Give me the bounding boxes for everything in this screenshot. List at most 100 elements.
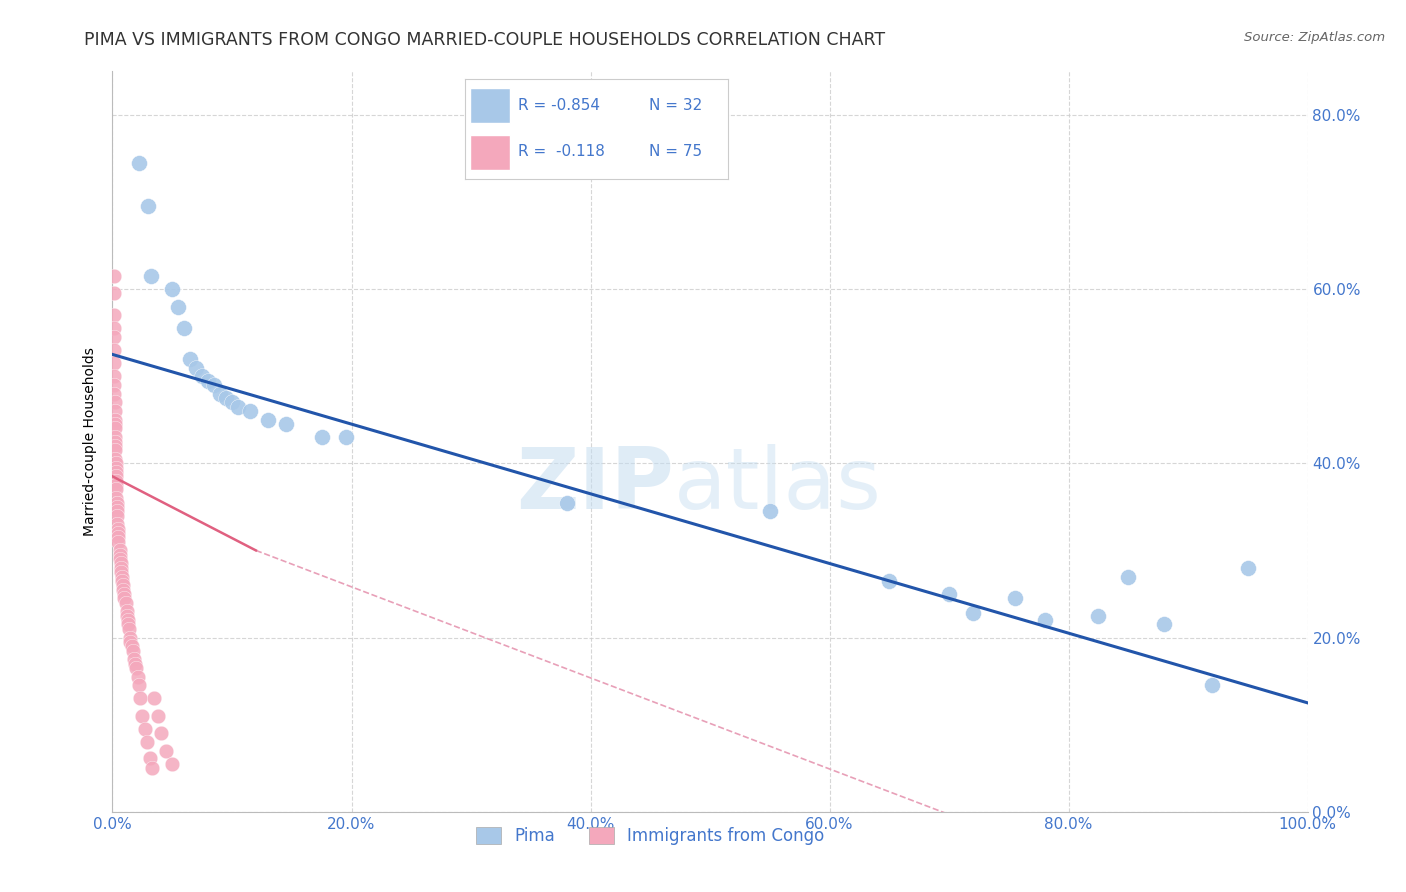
Point bbox=[879, 574, 901, 588]
Point bbox=[129, 691, 152, 706]
Point bbox=[111, 574, 134, 588]
Point bbox=[120, 635, 142, 649]
Point bbox=[335, 430, 357, 444]
Point bbox=[150, 726, 173, 740]
Point bbox=[118, 622, 141, 636]
Point bbox=[1118, 569, 1140, 583]
Point bbox=[104, 430, 127, 444]
Point bbox=[104, 417, 127, 431]
Point bbox=[105, 495, 128, 509]
Point bbox=[117, 613, 139, 627]
Point bbox=[134, 722, 156, 736]
Point bbox=[1201, 678, 1223, 692]
Point bbox=[202, 378, 225, 392]
Point bbox=[103, 386, 125, 401]
Point bbox=[143, 691, 166, 706]
Point bbox=[128, 678, 150, 692]
Point bbox=[103, 286, 125, 301]
Point bbox=[759, 504, 782, 518]
Point bbox=[104, 421, 127, 435]
Point bbox=[117, 617, 139, 632]
Point bbox=[215, 391, 238, 405]
Point bbox=[115, 604, 138, 618]
Point bbox=[105, 469, 128, 483]
Point bbox=[105, 460, 128, 475]
Point bbox=[105, 500, 128, 514]
Point bbox=[108, 548, 131, 562]
Point bbox=[162, 282, 183, 296]
Point bbox=[105, 504, 128, 518]
Point bbox=[191, 369, 214, 384]
Point bbox=[121, 639, 143, 653]
Point bbox=[112, 582, 135, 597]
Point bbox=[197, 374, 219, 388]
Point bbox=[103, 378, 125, 392]
Point bbox=[124, 657, 146, 671]
Point bbox=[938, 587, 960, 601]
Point bbox=[104, 395, 127, 409]
Point bbox=[105, 478, 128, 492]
Point bbox=[103, 330, 125, 344]
Point bbox=[311, 430, 333, 444]
Point bbox=[162, 756, 183, 771]
Legend: Pima, Immigrants from Congo: Pima, Immigrants from Congo bbox=[470, 820, 831, 852]
Point bbox=[111, 569, 134, 583]
Point bbox=[104, 434, 127, 449]
Point bbox=[962, 606, 984, 620]
Y-axis label: Married-couple Households: Married-couple Households bbox=[83, 347, 97, 536]
Point bbox=[104, 443, 127, 458]
Point bbox=[108, 552, 131, 566]
Point bbox=[105, 456, 128, 470]
Point bbox=[104, 452, 127, 467]
Text: atlas: atlas bbox=[675, 444, 882, 527]
Point bbox=[1004, 591, 1026, 606]
Point bbox=[107, 530, 129, 544]
Point bbox=[122, 652, 145, 666]
Point bbox=[209, 386, 232, 401]
Point bbox=[110, 565, 132, 579]
Point bbox=[110, 557, 132, 571]
Point bbox=[121, 643, 143, 657]
Point bbox=[186, 360, 208, 375]
Point bbox=[131, 709, 153, 723]
Point bbox=[120, 631, 142, 645]
Point bbox=[257, 413, 280, 427]
Point bbox=[105, 517, 128, 532]
Point bbox=[221, 395, 243, 409]
Point bbox=[1087, 608, 1109, 623]
Point bbox=[138, 750, 160, 764]
Point bbox=[555, 495, 578, 509]
Text: ZIP: ZIP bbox=[516, 444, 675, 527]
Point bbox=[127, 670, 149, 684]
Point bbox=[103, 268, 125, 283]
Point bbox=[105, 474, 128, 488]
Point bbox=[155, 744, 177, 758]
Point bbox=[103, 356, 125, 370]
Point bbox=[114, 591, 135, 606]
Point bbox=[105, 465, 128, 479]
Point bbox=[167, 300, 190, 314]
Point bbox=[105, 508, 128, 523]
Point bbox=[114, 587, 135, 601]
Point bbox=[107, 526, 129, 541]
Point bbox=[179, 351, 201, 366]
Point bbox=[136, 735, 159, 749]
Point bbox=[112, 578, 135, 592]
Point bbox=[125, 661, 148, 675]
Point bbox=[1237, 561, 1260, 575]
Point bbox=[108, 543, 131, 558]
Point bbox=[104, 439, 127, 453]
Point bbox=[105, 491, 128, 505]
Point bbox=[103, 369, 125, 384]
Point bbox=[104, 404, 127, 418]
Point bbox=[1033, 613, 1056, 627]
Point bbox=[239, 404, 262, 418]
Point bbox=[103, 343, 125, 357]
Point bbox=[107, 522, 129, 536]
Point bbox=[226, 400, 249, 414]
Point bbox=[141, 761, 163, 775]
Point bbox=[146, 709, 169, 723]
Point bbox=[1153, 617, 1175, 632]
Point bbox=[274, 417, 297, 431]
Point bbox=[173, 321, 195, 335]
